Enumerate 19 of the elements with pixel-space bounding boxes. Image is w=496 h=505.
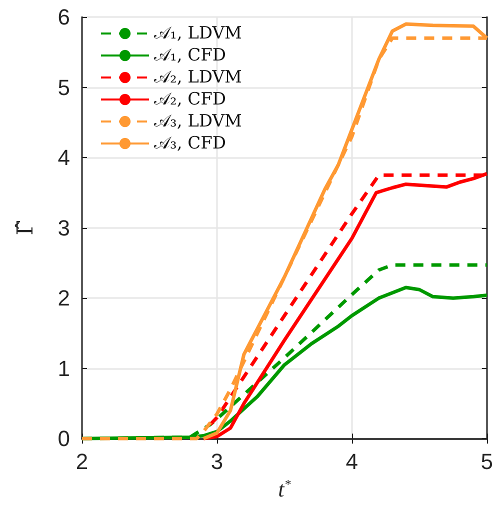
legend-label: 𝒜₁, CFD [154,46,226,66]
x-tick-label: 2 [76,449,88,474]
legend-label: 𝒜₂, CFD [154,90,226,110]
y-axis-title: Γ̂ [14,220,38,236]
y-tick-label: 2 [58,286,70,311]
x-axis-title: t* [278,476,292,502]
y-tick-label: 1 [58,356,70,381]
legend-label: 𝒜₃, CFD [154,134,226,154]
y-tick-label: 4 [58,145,70,170]
y-tick-label: 5 [58,74,70,100]
legend-label: 𝒜₁, LDVM [154,24,242,44]
x-tick-label: 4 [346,449,358,474]
y-tick-label: 0 [58,426,70,452]
legend-label: 𝒜₂, LDVM [154,68,242,88]
legend-label: 𝒜₃, LDVM [154,112,242,132]
y-tick-label: 6 [58,4,70,30]
x-tick-label: 3 [210,449,224,474]
x-tick-label: 5 [480,449,494,474]
y-tick-label: 3 [58,215,70,240]
